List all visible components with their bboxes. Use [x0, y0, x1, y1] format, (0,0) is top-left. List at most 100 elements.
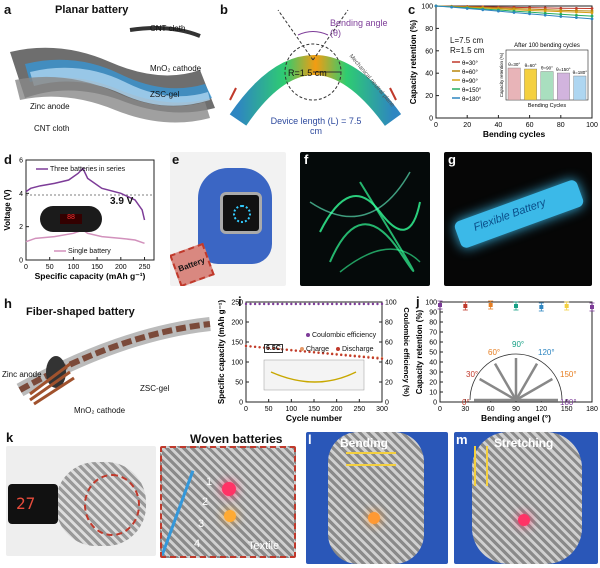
y2-tick-label: 60	[385, 340, 393, 347]
angle-90: 90°	[512, 340, 525, 349]
glowing-wire-image	[309, 171, 421, 273]
y-tick-label: 100	[231, 360, 243, 367]
x-tick-label: 40	[495, 122, 503, 129]
fiber-anode-label: Zinc anode	[2, 370, 42, 379]
textile-label: Textile	[248, 540, 280, 552]
angle-30: 30°	[466, 370, 479, 379]
angle-120: 120°	[538, 348, 555, 357]
y-tick-label: 4	[19, 191, 23, 198]
legend-label: θ=30°	[462, 61, 479, 67]
y-axis-label: Voltage (V)	[3, 189, 12, 231]
data-point	[434, 4, 438, 8]
knit-sleeve	[328, 432, 424, 564]
legend-discharge: Discharge	[342, 346, 374, 353]
legend-label: θ=60°	[462, 70, 479, 76]
discharge-point	[380, 357, 384, 360]
panel-k: k 27 1 2 3 4 Textile Woven batteries	[0, 430, 300, 568]
ce-point	[317, 302, 320, 306]
x-tick-label: 0	[434, 122, 438, 129]
panel-i: i 0 50 100 150 200 250 300 0 50 100 150 200 250 Cycle…	[216, 292, 412, 428]
angle-150: 150°	[560, 370, 577, 379]
y2-tick-label: 0	[385, 400, 389, 407]
panel-label: b	[220, 2, 228, 17]
discharge-point	[330, 352, 334, 356]
ce-point	[272, 302, 275, 306]
inset-bar	[524, 68, 538, 101]
x-axis-label: Cycle number	[286, 413, 343, 423]
fiber-gel-label: ZSC-gel	[140, 384, 170, 393]
ce-point	[362, 302, 366, 306]
y-tick-label: 100	[425, 300, 437, 307]
led-display: 88	[60, 214, 82, 224]
y-tick-label: 40	[425, 71, 433, 78]
x-tick-label: 60	[526, 122, 534, 129]
ce-point	[267, 302, 270, 306]
data-point	[590, 11, 594, 15]
y-tick-label: 10	[429, 390, 437, 397]
data-point	[514, 304, 518, 308]
watch-band: 27	[8, 484, 58, 524]
y-tick-label: 150	[231, 340, 243, 347]
discharge-point	[376, 357, 379, 360]
ce-point	[285, 302, 288, 306]
discharge-point	[290, 349, 293, 352]
legend-label: θ=90°	[462, 79, 479, 85]
y-tick-label: 50	[429, 350, 437, 357]
x-tick-label: 50	[265, 406, 273, 413]
y-tick-label: 60	[429, 340, 437, 347]
series-label: Three batteries in series	[50, 166, 126, 173]
watch-digits: 27	[16, 494, 36, 513]
wrist-photo: 27	[6, 446, 156, 556]
x-tick-label: 250	[353, 406, 365, 413]
x-tick-label: 0	[24, 264, 28, 271]
planar-battery-illustration	[10, 26, 215, 123]
data-point	[488, 303, 493, 307]
y-tick-label: 250	[231, 300, 243, 307]
discharge-point	[371, 356, 375, 360]
ce-point	[358, 302, 361, 306]
panel-a: a Planar battery CNT cloth MnO₂ cathode …	[0, 0, 220, 148]
x-tick-label: 200	[115, 264, 127, 271]
data-point	[590, 17, 594, 21]
angle-0: 0°	[462, 398, 470, 407]
protractor-spoke	[514, 363, 539, 401]
y-tick-label: 0	[239, 400, 243, 407]
y-tick-label: 60	[425, 48, 433, 55]
discharge-point	[358, 355, 361, 358]
discharge-point	[340, 353, 343, 357]
discharge-point	[367, 356, 370, 359]
protractor-spoke	[515, 377, 553, 402]
fiber-battery-illustration	[16, 317, 211, 406]
x-axis-label: Bending angel (°)	[481, 413, 551, 423]
led	[518, 514, 530, 526]
inset-bar	[540, 71, 554, 101]
woven-batteries-photo: 1 2 3 4 Textile	[160, 446, 296, 558]
x-tick-label: 30	[461, 406, 469, 413]
y-tick-label: 70	[429, 330, 437, 337]
data-point	[463, 304, 468, 308]
ce-point	[321, 302, 325, 306]
legend-marker-discharge	[336, 347, 340, 351]
smartwatch	[220, 192, 262, 234]
x-tick-label: 180	[586, 406, 598, 413]
data-point	[438, 303, 442, 307]
discharge-point	[267, 346, 270, 350]
ce-point	[308, 302, 311, 306]
ce-point	[335, 302, 338, 306]
discharge-point	[312, 351, 316, 354]
inset-x-label: Bending Cycles	[528, 103, 566, 109]
ce-point	[262, 302, 266, 306]
panel-label: l	[308, 432, 312, 447]
panel-label: e	[172, 152, 180, 167]
label-n2: 2	[202, 496, 209, 508]
y-axis-label: Capacity retention (%)	[409, 19, 418, 104]
y2-tick-label: 80	[385, 320, 393, 327]
protractor-spoke	[493, 363, 518, 401]
y-tick-label: 40	[429, 360, 437, 367]
chart-j: 0 30 60 90 120 150 180 0 10 20 30 40 50 60 70 80 90 100 Be…	[415, 300, 598, 424]
data-point	[590, 305, 594, 309]
ce-point	[340, 302, 343, 306]
x-axis-label: Specific capacity (mAh g⁻¹)	[35, 271, 146, 281]
discharge-point	[303, 350, 307, 353]
